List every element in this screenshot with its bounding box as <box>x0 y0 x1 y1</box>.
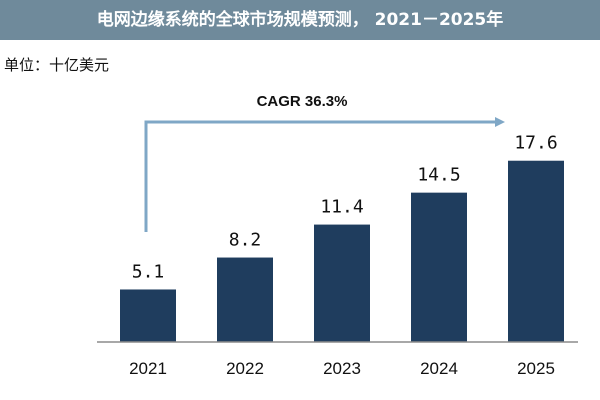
x-tick-label-2025: 2025 <box>517 359 555 378</box>
bars <box>120 160 564 342</box>
x-tick-labels: 2021 2022 2023 2024 2025 <box>129 359 555 378</box>
bar-2024 <box>411 192 467 342</box>
bar-2022 <box>217 257 273 342</box>
cagr-arrow <box>144 117 505 232</box>
x-tick-label-2023: 2023 <box>323 359 361 378</box>
value-label-2021: 5.1 <box>132 261 165 282</box>
chart-title: 电网边缘系统的全球市场规模预测， 2021－2025年 <box>0 0 600 40</box>
bar-2025 <box>508 160 564 342</box>
x-tick-label-2021: 2021 <box>129 359 167 378</box>
value-label-2024: 14.5 <box>417 165 460 186</box>
cagr-annotation: CAGR 36.3% <box>144 93 505 232</box>
x-tick-label-2024: 2024 <box>420 359 458 378</box>
unit-label: 单位：十亿美元 <box>4 56 110 74</box>
bar-2023 <box>314 224 370 342</box>
cagr-label: CAGR 36.3% <box>257 93 348 110</box>
value-label-2022: 8.2 <box>229 230 262 251</box>
bar-2021 <box>120 289 176 342</box>
value-label-2025: 17.6 <box>514 133 557 154</box>
value-labels: 5.1 8.2 11.4 14.5 17.6 <box>132 133 558 283</box>
x-tick-label-2022: 2022 <box>226 359 264 378</box>
value-label-2023: 11.4 <box>320 197 363 218</box>
